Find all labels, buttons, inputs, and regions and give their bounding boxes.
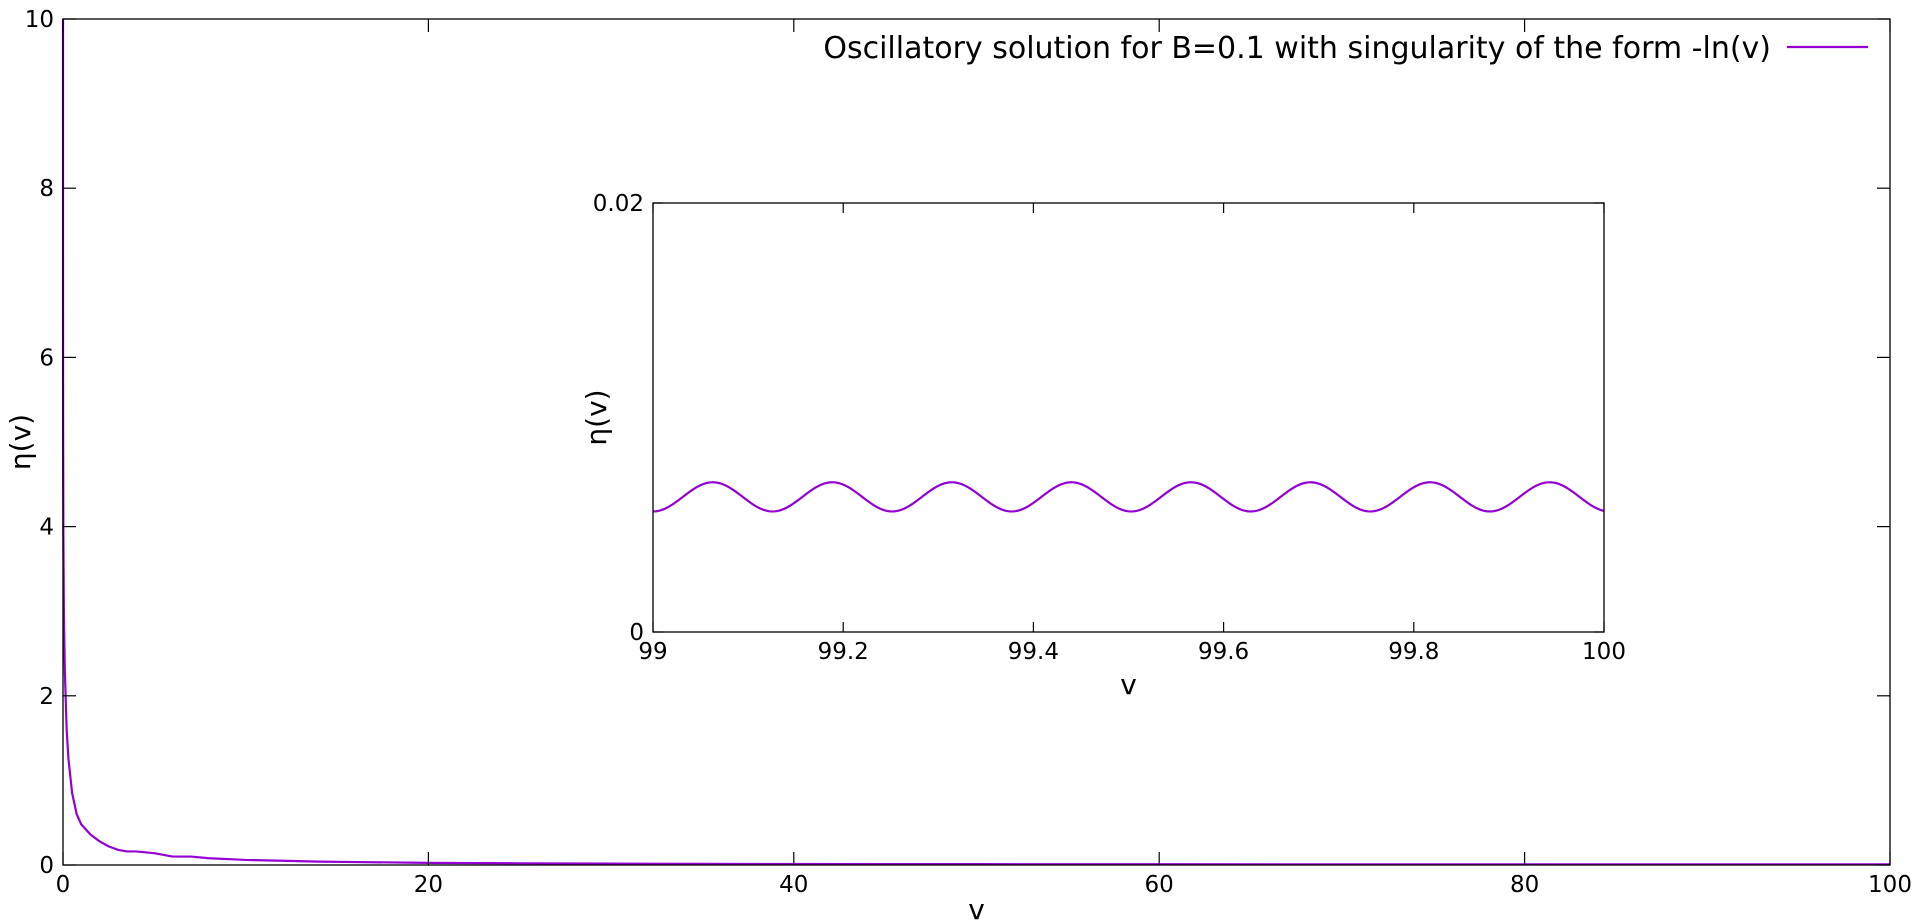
main-x-tick-label: 100: [1868, 872, 1912, 898]
main-x-tick-label: 40: [779, 872, 808, 898]
inset-background: [653, 203, 1604, 632]
inset-chart: 99 99.2 99.4 99.6 99.8 100 0 0.02 v η(v): [580, 191, 1626, 701]
main-y-axis-label: η(v): [4, 414, 37, 470]
main-chart: 0 20 40 60 80 100 0 2 4 6 8 10 v η(v) Oscillatory solu…: [4, 7, 1912, 922]
inset-plot-border: [652, 202, 1605, 633]
inset-x-tick-label: 99.8: [1388, 639, 1439, 665]
main-x-tick-label: 0: [56, 872, 71, 898]
inset-y-axis-label: η(v): [580, 389, 613, 445]
main-y-tick-label: 8: [39, 176, 54, 202]
main-x-tick-label: 20: [414, 872, 443, 898]
main-y-tick-label: 10: [25, 7, 54, 33]
main-y-tick-label: 6: [39, 345, 54, 371]
inset-x-tick-label: 99.4: [1008, 639, 1059, 665]
main-y-tick-label: 4: [39, 515, 54, 541]
inset-y-tick-label: 0.02: [593, 191, 644, 217]
inset-x-tick-label: 99.6: [1198, 639, 1249, 665]
main-y-tick-label: 0: [39, 853, 54, 879]
main-x-tick-label: 60: [1145, 872, 1174, 898]
inset-x-tick-label: 99: [638, 639, 667, 665]
inset-x-tick-label: 100: [1582, 639, 1626, 665]
main-y-tick-label: 2: [39, 684, 54, 710]
inset-series-line-0: [652, 481, 1605, 513]
legend-label: Oscillatory solution for B=0.1 with sing…: [823, 31, 1771, 66]
inset-x-tick-label: 99.2: [818, 639, 869, 665]
main-plot-border: [62, 18, 1891, 866]
inset-y-tick-label: 0: [629, 620, 644, 646]
inset-x-axis-label: v: [1120, 668, 1137, 701]
main-x-tick-label: 80: [1510, 872, 1539, 898]
main-x-axis-label: v: [968, 893, 985, 922]
